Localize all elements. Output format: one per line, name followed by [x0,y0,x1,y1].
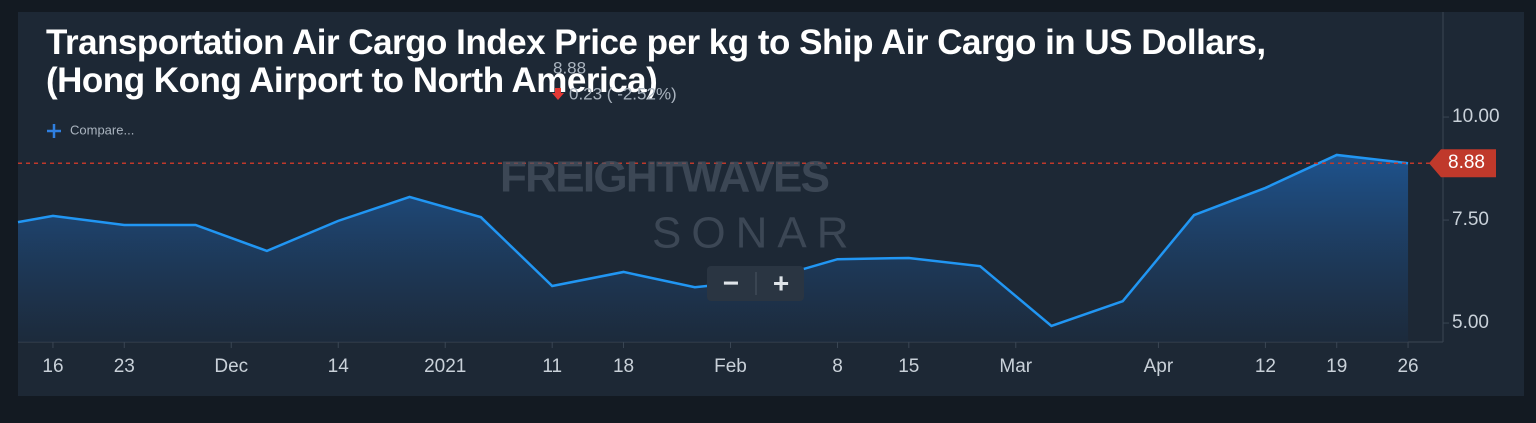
area [18,154,1409,342]
last-value-badge [1429,149,1496,178]
y-tick-label: 10.00 [1452,106,1500,127]
x-tick-label: 16 [42,356,63,377]
y-tick-label: 7.50 [1452,209,1489,230]
watermark: FREIGHTWAVES [500,153,830,202]
x-tick-label: Feb [714,356,747,377]
x-tick-label: 18 [613,356,634,377]
x-tick-label: 26 [1397,356,1418,377]
zoom-in[interactable]: + [773,267,789,298]
x-tick-label: 23 [114,356,135,377]
y-tick-label: 5.00 [1452,312,1489,333]
down-arrow [552,88,564,100]
x-tick-label: 11 [542,356,562,377]
watermark: SONAR [652,209,858,258]
plus-icon[interactable] [47,124,61,138]
x-tick-label: 15 [898,356,919,377]
plot: 5.00 7.50 10.00 16 23 Dec 14 2021 11 18 Feb 8 15 Mar A… [17,106,1500,377]
zoom-out[interactable]: − [723,267,739,298]
current-price: 8.88 [553,58,586,77]
x-tick-label: 14 [328,356,350,377]
x-tick-label: 8 [832,356,843,377]
last-value-label: 8.88 [1448,152,1485,173]
compare-button[interactable]: Compare... [70,122,134,137]
title-box: Transportation Air Cargo Index Price per… [46,24,1266,100]
x-tick-label: 12 [1255,356,1276,377]
change: 0.23 ( -2.52%) [569,84,677,103]
x-tick-label: Dec [214,356,248,377]
line [17,153,1409,328]
x-tick-label: 19 [1326,356,1347,377]
chart-title: Transportation Air Cargo Index Price per… [46,24,1266,100]
x-tick-label: 2021 [424,356,466,377]
x-tick-label: Apr [1144,356,1174,377]
x-tick-label: Mar [999,356,1032,377]
